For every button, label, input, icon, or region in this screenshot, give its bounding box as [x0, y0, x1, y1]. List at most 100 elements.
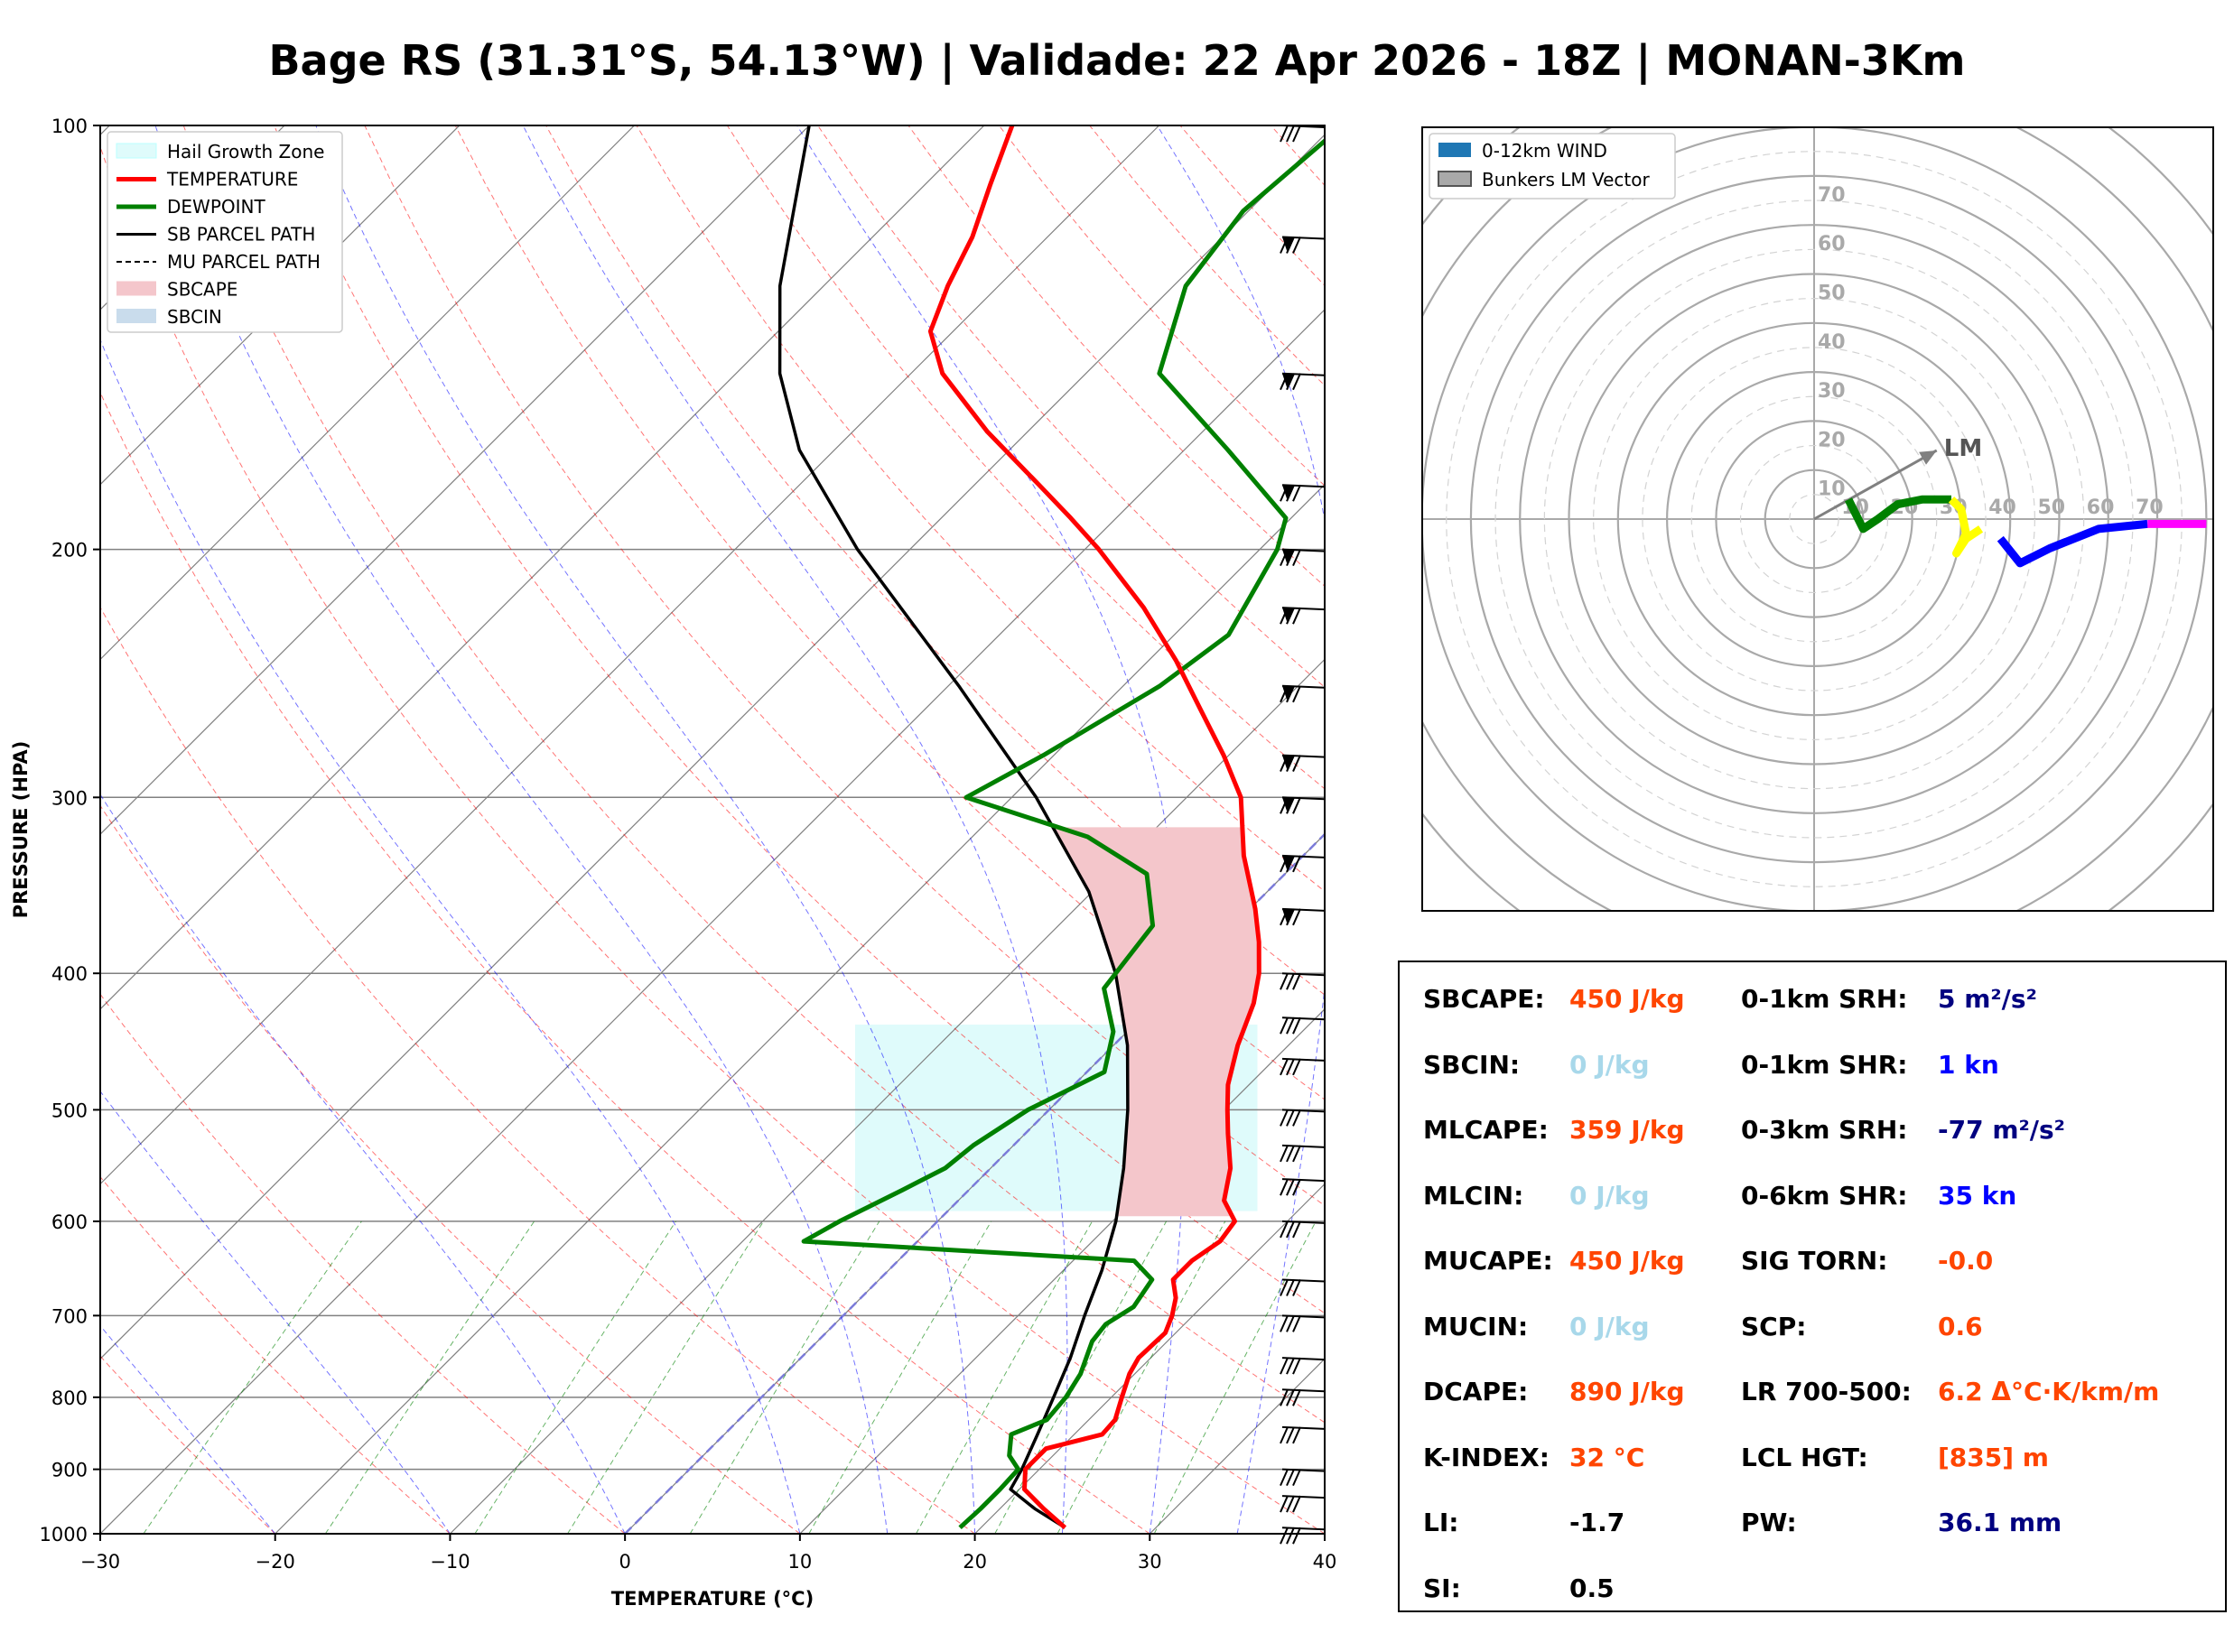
param-value: -0.0 — [1938, 1246, 1994, 1276]
moist-adiabat — [100, 1324, 276, 1534]
dry-adiabat — [100, 1175, 451, 1534]
hodograph-minor-ring — [1494, 200, 2134, 839]
wind-barb-feather — [1292, 1388, 1301, 1406]
wind-barb — [1281, 1314, 1326, 1319]
isotherm — [100, 309, 1325, 1534]
legend-swatch — [116, 309, 156, 323]
x-tick-label: −30 — [80, 1551, 120, 1573]
wind-barb-feather — [1286, 855, 1295, 873]
hodograph-minor-ring — [1593, 298, 2035, 740]
dry-adiabat — [545, 125, 1325, 996]
y-tick-label: 1000 — [40, 1524, 88, 1545]
hodograph-minor-ring — [1690, 395, 1938, 643]
wind-barb — [1281, 1527, 1326, 1531]
x-tick-label: 20 — [963, 1551, 987, 1573]
wind-barb-feather — [1286, 1145, 1295, 1163]
param-value: 450 J/kg — [1569, 1246, 1685, 1276]
hodograph-ring-label: 60 — [1818, 233, 1846, 255]
y-tick-label: 700 — [51, 1305, 88, 1327]
wind-barb-feather — [1286, 237, 1295, 254]
wind-barb-feather — [1280, 1357, 1289, 1375]
wind-barb-feather — [1292, 1109, 1301, 1127]
wind-barb-feather — [1286, 1178, 1295, 1196]
hodograph-trace — [1997, 519, 2148, 568]
wind-barb-feather — [1286, 1426, 1295, 1444]
wind-barb-feather — [1286, 1469, 1295, 1487]
hodograph-ring — [1422, 127, 2208, 911]
wind-barb-feather — [1286, 1527, 1295, 1545]
wind-barb-feather — [1286, 685, 1295, 703]
wind-barb — [1281, 1468, 1326, 1472]
legend-label: TEMPERATURE — [166, 169, 298, 190]
legend-label: SBCIN — [167, 306, 222, 328]
hodograph-ring-label: 50 — [1818, 283, 1846, 305]
wind-barb-feather — [1280, 1527, 1289, 1545]
dry-adiabat — [100, 993, 626, 1534]
isotherm — [100, 125, 985, 1010]
wind-barb-feather — [1280, 1279, 1289, 1296]
wind-barb-feather — [1292, 755, 1301, 772]
param-value: 0 J/kg — [1569, 1049, 1650, 1080]
x-axis-label: TEMPERATURE (°C) — [611, 1588, 814, 1610]
mixing-ratio-line — [324, 1220, 535, 1534]
param-label: MLCIN: — [1423, 1180, 1524, 1211]
legend-swatch — [1438, 171, 1472, 187]
hodograph-ring — [1469, 174, 2159, 864]
wind-barb — [1281, 1357, 1326, 1361]
param-label: SCP: — [1741, 1311, 1807, 1341]
param-label: LI: — [1423, 1508, 1459, 1537]
wind-barb-feather — [1292, 685, 1301, 703]
hodograph-ring-label: 20 — [1818, 429, 1846, 451]
wind-barb-feather — [1292, 1495, 1301, 1513]
wind-barb-feather — [1286, 125, 1295, 143]
dry-adiabat — [726, 125, 1325, 790]
temperature-line — [927, 125, 1261, 1530]
sbcape-area — [1053, 827, 1260, 1217]
param-value: -77 m²/s² — [1938, 1115, 2065, 1145]
y-tick-label: 600 — [51, 1211, 88, 1233]
wind-barb-feather — [1280, 484, 1289, 502]
wind-barb-feather — [1292, 1058, 1301, 1076]
x-tick-label: −10 — [430, 1551, 470, 1573]
wind-barb-feather — [1280, 607, 1289, 625]
wind-barb-feather — [1292, 125, 1301, 143]
hodograph-ring — [1715, 420, 1913, 618]
y-tick-label: 100 — [51, 116, 88, 137]
param-label: MUCIN: — [1423, 1311, 1529, 1341]
skewt-legend-box — [107, 131, 343, 333]
isotherm — [100, 125, 461, 486]
param-label: SI: — [1423, 1573, 1461, 1603]
hodograph-minor-ring — [1446, 151, 2183, 887]
wind-barb-feather — [1292, 1145, 1301, 1163]
moist-adiabat — [100, 339, 801, 1534]
param-label: K-INDEX: — [1423, 1442, 1550, 1472]
moist-adiabat — [522, 125, 1068, 1534]
param-value: 1 kn — [1938, 1049, 1999, 1080]
param-label: LCL HGT: — [1741, 1442, 1868, 1472]
wind-barb-feather — [1292, 855, 1301, 873]
parameters-panel: SBCAPE: 450 J/kg SBCIN: 0 J/kg MLCAPE: 359 J/… — [1398, 961, 2227, 1612]
wind-barb — [1281, 1016, 1326, 1021]
wind-barb-feather — [1292, 549, 1301, 567]
param-label: SBCAPE: — [1423, 984, 1545, 1014]
y-tick-label: 500 — [51, 1100, 88, 1121]
param-label: DCAPE: — [1423, 1377, 1529, 1406]
x-tick-label: 0 — [619, 1551, 630, 1573]
mixing-ratio-line — [143, 1220, 362, 1534]
wind-barb-feather — [1292, 1279, 1301, 1296]
legend-swatch — [1438, 143, 1471, 157]
param-label: 0-1km SHR: — [1741, 1049, 1908, 1080]
param-value: 0.5 — [1569, 1573, 1615, 1603]
x-tick-label: 30 — [1138, 1551, 1162, 1573]
y-tick-label: 900 — [51, 1460, 88, 1481]
param-label: PW: — [1741, 1508, 1797, 1537]
wind-barb-feather — [1280, 125, 1289, 143]
wind-barb-feather — [1280, 1220, 1289, 1239]
legend-label: SBCAPE — [167, 279, 237, 301]
legend-label: 0-12km WIND — [1482, 140, 1607, 162]
wind-barb-feather — [1286, 1058, 1295, 1076]
wind-barb-feather — [1286, 1279, 1295, 1296]
isotherm — [974, 1183, 1325, 1534]
hodograph-frame — [1421, 126, 2214, 912]
